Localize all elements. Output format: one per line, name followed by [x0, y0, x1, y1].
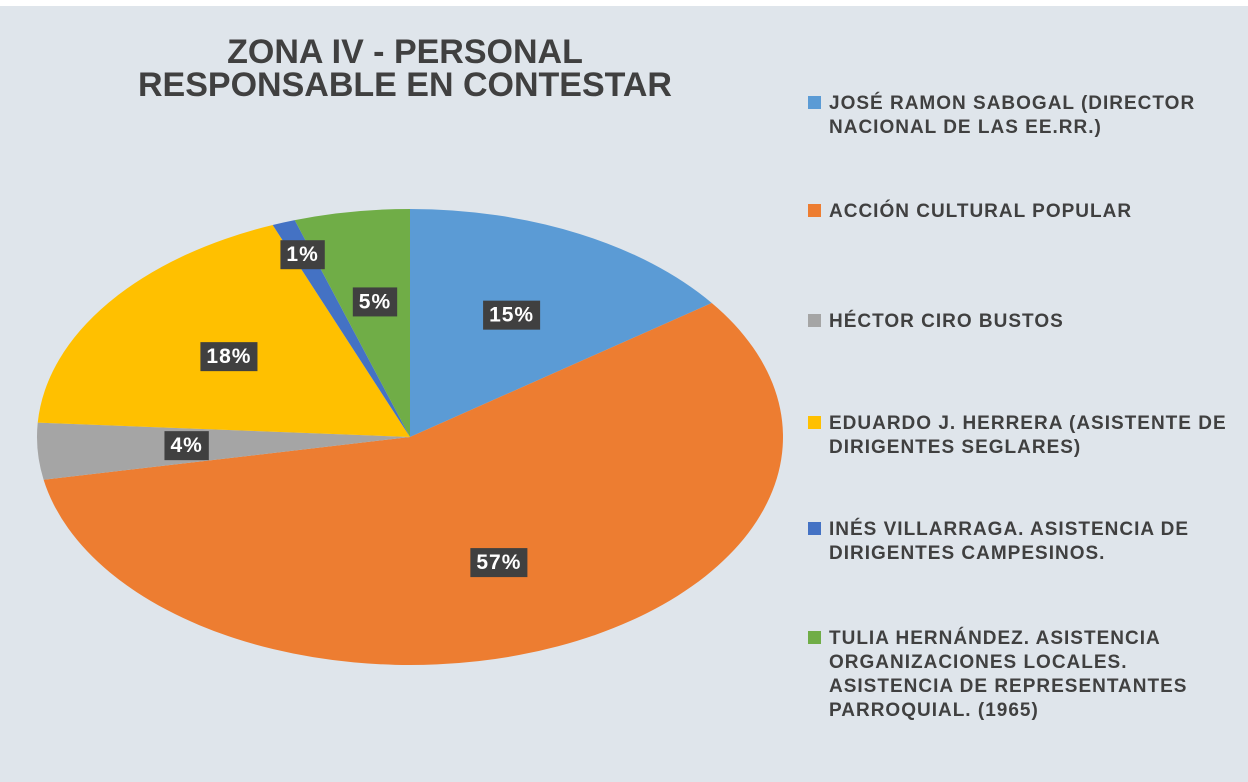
data-label-text: 4% [170, 434, 202, 457]
legend-label: INÉS VILLARRAGA. ASISTENCIA DE DIRIGENTE… [829, 519, 1190, 564]
legend-item: HÉCTOR CIRO BUSTOS [808, 310, 1248, 334]
data-label-text: 15% [489, 304, 534, 327]
legend-item: TULIA HERNÁNDEZ. ASISTENCIA ORGANIZACION… [808, 627, 1248, 723]
data-label-text: 1% [286, 243, 318, 266]
pie-slice [37, 225, 411, 437]
pie-slice [43, 302, 783, 665]
chart-title: ZONA IV - PERSONAL RESPONSABLE EN CONTES… [138, 33, 672, 104]
data-label-box [280, 240, 325, 270]
legend-item: EDUARDO J. HERRERA (ASISTENTE DE DIRIGEN… [808, 412, 1248, 460]
pie-slice [272, 220, 410, 437]
data-label: 15% [483, 300, 541, 330]
legend-label: EDUARDO J. HERRERA (ASISTENTE DE DIRIGEN… [829, 413, 1227, 458]
legend-swatch [808, 522, 821, 535]
legend-label: HÉCTOR CIRO BUSTOS [829, 311, 1064, 332]
legend-item: JOSÉ RAMON SABOGAL (DIRECTOR NACIONAL DE… [808, 92, 1248, 140]
data-label-text: 57% [476, 551, 521, 574]
pie-slice [37, 422, 410, 480]
legend-swatch [808, 314, 821, 327]
legend-label: JOSÉ RAMON SABOGAL (DIRECTOR NACIONAL DE… [829, 93, 1196, 138]
data-label-text: 18% [206, 345, 251, 368]
legend-label: TULIA HERNÁNDEZ. ASISTENCIA ORGANIZACION… [829, 628, 1188, 721]
legend-label: ACCIÓN CULTURAL POPULAR [829, 201, 1133, 222]
legend-swatch [808, 96, 821, 109]
pie-slice [410, 209, 712, 437]
data-label: 18% [200, 342, 258, 372]
data-label-box [164, 431, 209, 461]
data-label: 57% [470, 548, 528, 578]
data-label: 5% [352, 287, 398, 317]
data-label-box [352, 287, 398, 317]
data-label-text: 5% [359, 290, 391, 313]
legend-swatch [808, 204, 821, 217]
data-label-box [200, 342, 258, 372]
legend-swatch [808, 416, 821, 429]
legend-item: ACCIÓN CULTURAL POPULAR [808, 200, 1248, 224]
legend-item: INÉS VILLARRAGA. ASISTENCIA DE DIRIGENTE… [808, 518, 1248, 566]
data-label-box [470, 548, 528, 578]
data-label: 4% [164, 431, 209, 461]
data-label: 1% [280, 240, 325, 270]
data-label-box [483, 300, 541, 330]
legend-swatch [808, 631, 821, 644]
